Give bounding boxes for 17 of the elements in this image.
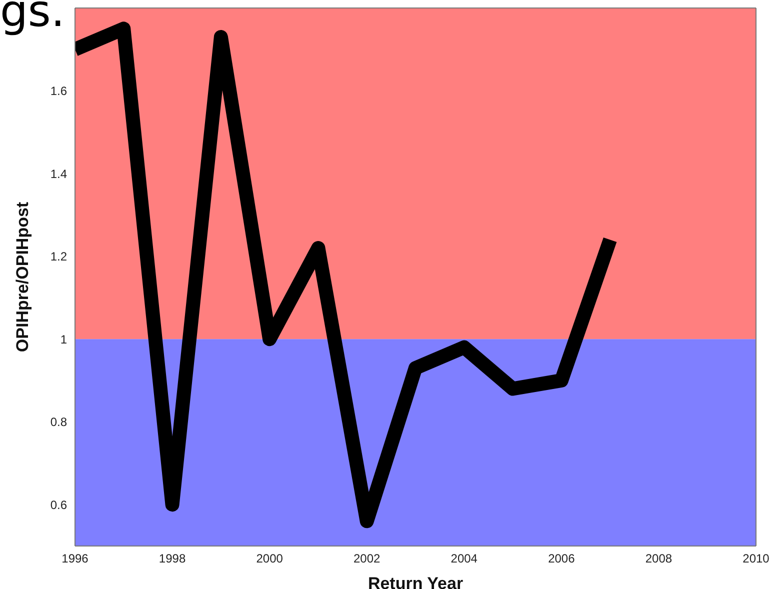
y-axis-title: OPIHpre/OPIHpost (13, 202, 32, 352)
x-tick-label: 2004 (450, 552, 478, 566)
x-tick-label: 2002 (354, 552, 381, 566)
x-axis-title: Return Year (368, 574, 464, 589)
y-tick-label: 1.2 (50, 250, 68, 264)
x-tick-label: 1998 (158, 552, 186, 566)
x-tick-label: 2000 (256, 552, 284, 566)
x-tick-label: 2010 (742, 552, 770, 566)
x-tick-label: 2006 (548, 552, 576, 566)
y-tick-label: 1 (60, 332, 68, 346)
y-tick-label: 1.6 (50, 84, 68, 98)
y-tick-label: 0.8 (50, 415, 68, 430)
y-tick-label: 0.6 (50, 498, 68, 512)
x-tick-label: 1996 (62, 552, 89, 566)
text: gs. (0, 0, 65, 37)
y-tick-label: 1.4 (50, 166, 68, 181)
x-tick-label: 2008 (645, 552, 672, 566)
